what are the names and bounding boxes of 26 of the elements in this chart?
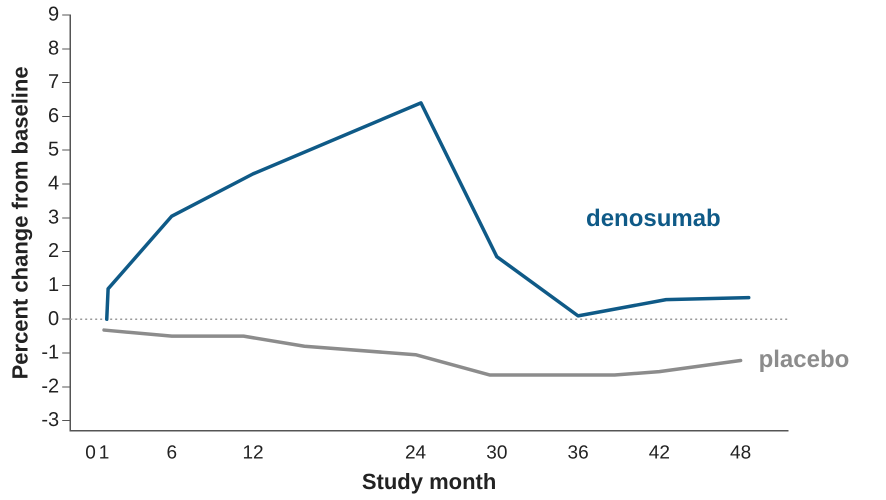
y-tick-label: 3 <box>48 206 60 228</box>
series-label: placebo <box>758 346 850 374</box>
y-axis-title: Percent change from baseline <box>7 66 32 380</box>
y-tick-label: 7 <box>48 71 60 94</box>
y-tick-label: 1 <box>48 274 60 296</box>
x-tick-label: 48 <box>730 442 752 464</box>
x-tick-label: 6 <box>166 442 178 464</box>
x-tick-label: 12 <box>242 442 264 464</box>
y-tick-label: 5 <box>48 138 60 161</box>
x-tick-label: 1 <box>98 442 110 464</box>
y-tick-label: 2 <box>48 240 60 262</box>
y-tick-label: -2 <box>41 375 60 398</box>
y-tick-label: 4 <box>48 172 60 195</box>
x-tick-label: 0 <box>85 442 96 464</box>
y-tick-label: 8 <box>48 37 60 60</box>
y-tick-label: 0 <box>48 308 60 330</box>
x-tick-label: 36 <box>568 442 589 464</box>
x-tick-label: 42 <box>648 442 670 464</box>
text: denosumab <box>586 205 721 232</box>
y-tick-label: -1 <box>41 342 60 364</box>
y-tick-label: 6 <box>48 104 60 127</box>
x-tick-label: 24 <box>404 442 427 464</box>
x-axis-title: Study month <box>362 468 496 494</box>
y-tick-label: 9 <box>48 4 60 26</box>
x-tick-label: 30 <box>486 442 508 464</box>
y-tick-label: -3 <box>41 409 60 432</box>
